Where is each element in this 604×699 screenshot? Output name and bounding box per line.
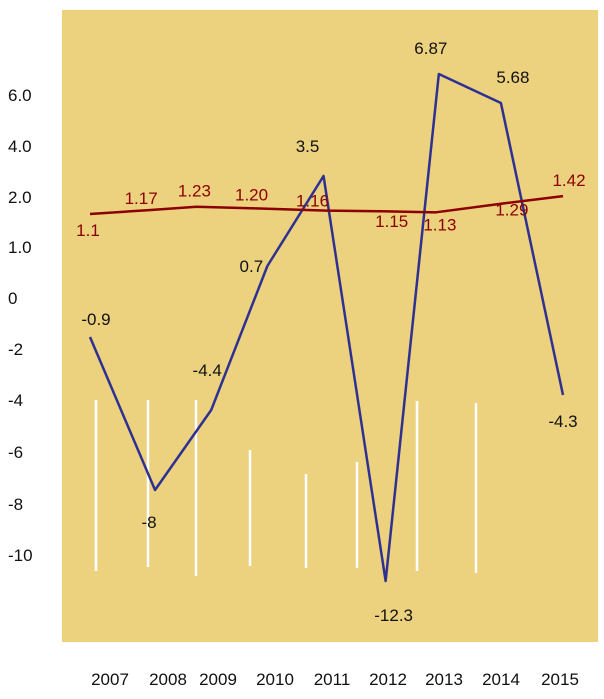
series-line-red: [89, 194, 564, 216]
y-tick-label: -2: [8, 340, 23, 359]
x-axis-tick-labels: 2007 2008 2009 2010 2011 2012 2013 2014 2015: [91, 670, 579, 689]
data-label: 0.7: [240, 257, 264, 276]
data-label: 1.29: [495, 200, 528, 219]
y-axis-tick-labels: 6.0 4.0 2.0 1.0 0 -2 -4 -6 -8 -10: [8, 86, 33, 565]
data-label: 1.16: [296, 192, 329, 211]
data-label: 1.17: [125, 189, 158, 208]
data-labels: -0.9 -8 -4.4 0.7 3.5 -12.3 6.87 5.68 -4.3 1.1 1.17…: [76, 39, 585, 625]
x-tick-label: 2012: [369, 670, 407, 689]
data-label: 1.1: [76, 221, 100, 240]
data-label: 1.15: [375, 212, 408, 231]
series-line-blue: [88, 72, 565, 583]
data-label: -4.4: [193, 361, 222, 380]
x-tick-label: 2009: [199, 670, 237, 689]
x-tick-label: 2007: [91, 670, 129, 689]
data-label: -8: [141, 513, 156, 532]
y-tick-label: 6.0: [8, 86, 32, 105]
y-tick-label: 2.0: [8, 188, 32, 207]
y-tick-label: -10: [8, 546, 33, 565]
x-tick-label: 2010: [256, 670, 294, 689]
y-tick-label: 1.0: [8, 238, 32, 257]
decorative-lines: [94, 400, 478, 576]
x-tick-label: 2011: [314, 670, 351, 689]
y-tick-label: 4.0: [8, 137, 32, 156]
x-tick-label: 2015: [541, 670, 579, 689]
data-label: -4.3: [548, 412, 577, 431]
y-tick-label: -4: [8, 391, 23, 410]
data-label: 1.13: [423, 215, 456, 234]
data-label: 1.23: [178, 182, 211, 201]
y-tick-label: 0: [8, 289, 17, 308]
x-tick-label: 2013: [425, 670, 463, 689]
data-label: 3.5: [296, 137, 320, 156]
x-tick-label: 2014: [482, 670, 520, 689]
y-tick-label: -8: [8, 495, 23, 514]
series-lines: [88, 72, 565, 583]
y-tick-label: -6: [8, 443, 23, 462]
data-label: 1.42: [552, 171, 585, 190]
data-label: 6.87: [414, 39, 447, 58]
data-label: 5.68: [496, 68, 529, 87]
data-label: -0.9: [81, 310, 110, 329]
data-label: -12.3: [374, 606, 413, 625]
plot-background: [62, 10, 598, 642]
data-label: 1.20: [235, 185, 268, 204]
x-tick-label: 2008: [149, 670, 187, 689]
